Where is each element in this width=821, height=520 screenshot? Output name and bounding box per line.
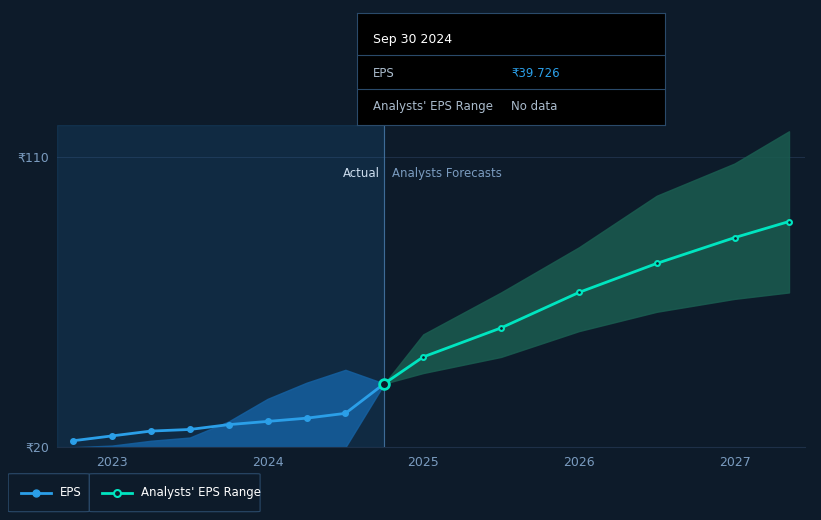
Text: No data: No data — [511, 100, 557, 113]
Text: Analysts Forecasts: Analysts Forecasts — [392, 167, 502, 180]
Text: EPS: EPS — [373, 67, 394, 80]
Text: Analysts' EPS Range: Analysts' EPS Range — [373, 100, 493, 113]
FancyBboxPatch shape — [8, 474, 89, 512]
Text: Sep 30 2024: Sep 30 2024 — [373, 33, 452, 46]
Text: EPS: EPS — [59, 486, 81, 499]
Text: ₹39.726: ₹39.726 — [511, 67, 560, 80]
Text: Actual: Actual — [342, 167, 379, 180]
Text: Analysts' EPS Range: Analysts' EPS Range — [140, 486, 260, 499]
Bar — [57, 125, 384, 447]
FancyBboxPatch shape — [89, 474, 260, 512]
